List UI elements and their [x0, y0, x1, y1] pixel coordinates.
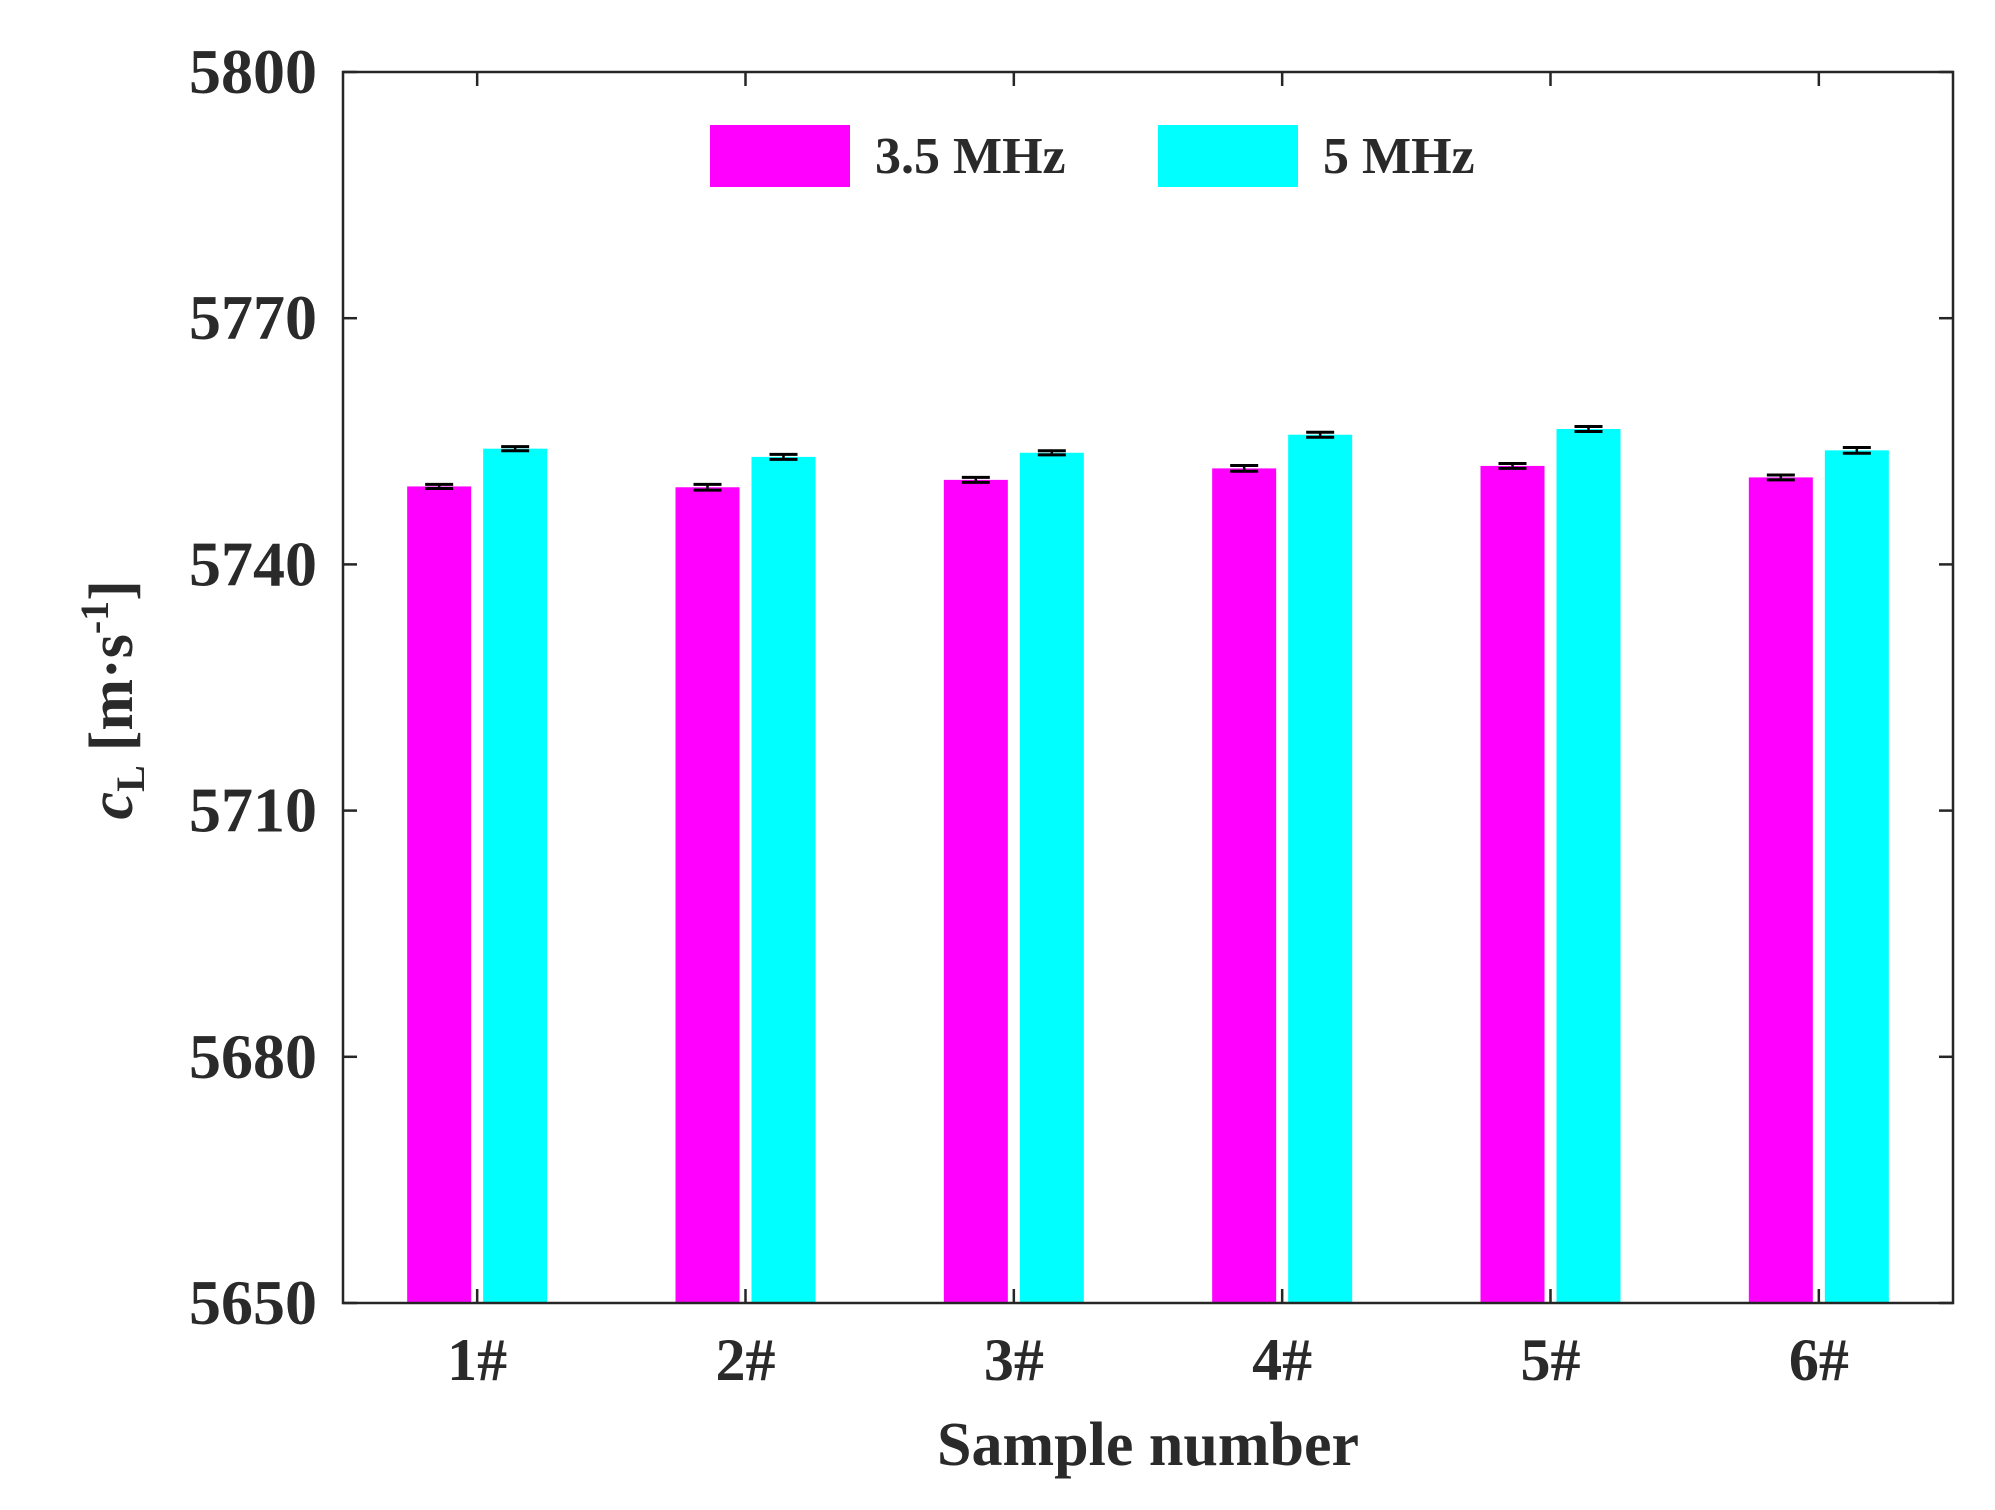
- x-tick-label-2: 2#: [716, 1327, 776, 1393]
- x-tick-label-3: 3#: [984, 1327, 1044, 1393]
- bar-5-mhz-5: [1556, 428, 1621, 1303]
- x-tick-label-6: 6#: [1789, 1327, 1849, 1393]
- bars-layer: [407, 428, 1889, 1304]
- bar-3-5-mhz-3: [943, 479, 1008, 1303]
- x-tick-labels: 1# 2# 3# 4# 5# 6#: [447, 1327, 1849, 1393]
- legend-label-5-mhz: 5 MHz: [1323, 128, 1475, 185]
- legend-swatch-3-5-mhz: [710, 125, 850, 187]
- bar-3-5-mhz-4: [1212, 468, 1277, 1304]
- x-tick-label-4: 4#: [1252, 1327, 1312, 1393]
- y-tick-label-5770: 5770: [189, 282, 317, 353]
- legend-swatch-5-mhz: [1158, 125, 1298, 187]
- bar-3-5-mhz-5: [1480, 465, 1545, 1303]
- y-tick-label-5710: 5710: [189, 775, 317, 846]
- bar-5-mhz-1: [483, 448, 548, 1303]
- bar-3-5-mhz-1: [407, 486, 472, 1304]
- bar-3-5-mhz-6: [1748, 477, 1813, 1304]
- bar-5-mhz-4: [1288, 434, 1353, 1303]
- bar-5-mhz-3: [1019, 452, 1084, 1304]
- errorbars-layer: [425, 425, 1871, 492]
- y-tick-label-5680: 5680: [189, 1021, 317, 1092]
- plot-frame: [341, 70, 1955, 1305]
- bar-3-5-mhz-2: [675, 487, 740, 1303]
- x-tick-label-1: 1#: [447, 1327, 507, 1393]
- x-axis-title: Sample number: [937, 1411, 1359, 1479]
- y-tick-label-5650: 5650: [189, 1267, 317, 1338]
- y-axis-unit: [m·s: [78, 634, 146, 751]
- y-axis-symbol: c: [78, 792, 146, 820]
- bar-5-mhz-6: [1824, 450, 1889, 1303]
- y-axis-unit-close: ]: [78, 580, 146, 601]
- ticks-layer: [343, 70, 1953, 1305]
- y-tick-labels: 5650 5680 5710 5740 5770 5800: [189, 36, 317, 1338]
- y-axis-title: cL [m·s-1]: [72, 580, 153, 819]
- x-tick-label-5: 5#: [1521, 1327, 1581, 1393]
- legend-label-3-5-mhz: 3.5 MHz: [875, 128, 1066, 185]
- legend: 3.5 MHz 5 MHz: [710, 125, 1475, 187]
- bar-5-mhz-2: [751, 456, 816, 1303]
- y-tick-label-5800: 5800: [189, 36, 317, 107]
- y-axis-subscript: L: [108, 765, 153, 792]
- y-axis-unit-exponent: -1: [72, 601, 117, 634]
- y-tick-label-5740: 5740: [189, 528, 317, 599]
